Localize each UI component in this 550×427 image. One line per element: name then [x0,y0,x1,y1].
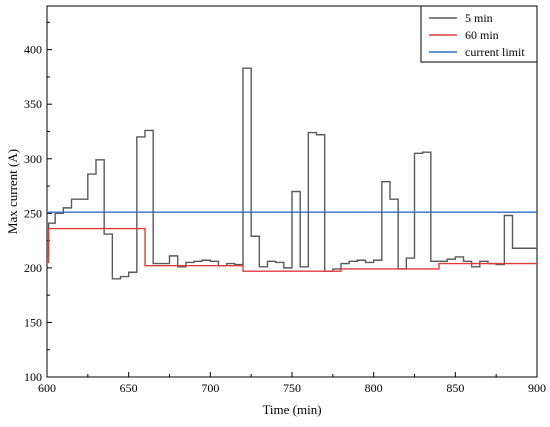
legend-label-0: 5 min [465,11,493,25]
x-tick-label: 800 [365,381,383,395]
legend: 5 min 60 min current limit [420,5,538,63]
x-tick-label: 650 [120,381,138,395]
x-tick-label: 700 [201,381,219,395]
x-tick-label: 600 [38,381,56,395]
y-tick-label: 400 [24,43,42,57]
y-tick-label: 250 [24,206,42,220]
series-line-0 [47,67,537,280]
y-tick-label: 200 [24,261,42,275]
x-tick-label: 900 [528,381,546,395]
y-axis: 100 150 200 250 300 350 400 [24,21,52,384]
legend-label-1: 60 min [465,28,499,42]
x-tick-label: 750 [283,381,301,395]
y-tick-label: 100 [24,370,42,384]
y-axis-title: Max current (A) [5,149,20,234]
x-axis: 600 650 700 750 800 850 900 [38,372,546,395]
series-line-1 [47,227,537,272]
legend-label-2: current limit [465,45,525,59]
x-tick-label: 850 [446,381,464,395]
x-axis-title: Time (min) [262,402,321,417]
series-layer [47,67,537,280]
y-tick-label: 350 [24,97,42,111]
y-tick-label: 300 [24,152,42,166]
y-tick-label: 150 [24,315,42,329]
